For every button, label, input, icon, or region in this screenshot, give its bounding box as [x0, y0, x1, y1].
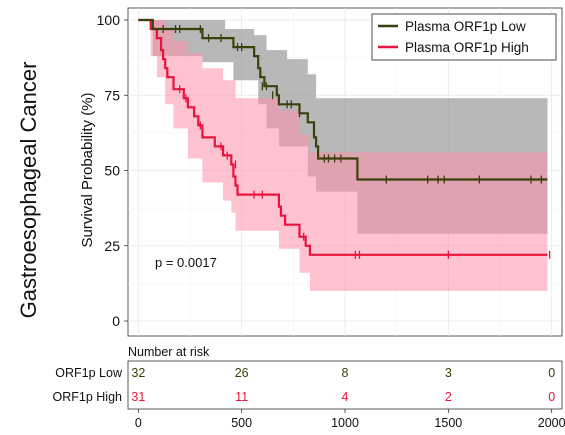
- y-tick-label-50: 50: [104, 163, 120, 179]
- y-tick-label-25: 25: [104, 238, 120, 254]
- y-tick-label-100: 100: [97, 12, 121, 28]
- risk-counts: 32 26 8 3 0 31 11 4 2 0: [131, 366, 555, 404]
- risk-count-low: 32: [131, 366, 145, 380]
- y-axis-ticks: 0 25 50 75 100: [97, 12, 128, 329]
- plot-panel: 0 25 50 75 100 p = 0.0017 Plasma ORF1p Low P…: [97, 7, 563, 337]
- row-label: Gastroesophageal Cancer: [16, 62, 41, 319]
- risk-count-high: 4: [342, 390, 349, 404]
- risk-count-low: 8: [342, 366, 349, 380]
- x-tick-label-1500: 1500: [434, 416, 462, 430]
- x-tick-label-0: 0: [135, 416, 142, 430]
- risk-count-high: 0: [548, 390, 555, 404]
- legend-box: [371, 13, 557, 61]
- y-axis-label: Survival Probability (%): [79, 92, 96, 247]
- survival-curve-high: [138, 18, 548, 256]
- legend-low-label: Plasma ORF1p Low: [405, 19, 526, 34]
- risk-row-label-high: ORF1p High: [53, 390, 123, 404]
- risk-count-high: 11: [235, 390, 248, 404]
- p-value-annotation: p = 0.0017: [155, 255, 217, 270]
- x-tick-label-500: 500: [231, 416, 252, 430]
- risk-count-low: 26: [235, 366, 249, 380]
- risk-count-high: 2: [445, 390, 452, 404]
- confidence-band-high: [138, 20, 548, 291]
- risk-count-high: 31: [131, 390, 145, 404]
- legend-high-label: Plasma ORF1p High: [405, 40, 529, 55]
- y-tick-label-0: 0: [112, 313, 120, 329]
- risk-row-label-low: ORF1p Low: [55, 366, 123, 380]
- x-axis-ticks: 0 500 1000 1500 2000: [135, 409, 565, 430]
- x-tick-label-2000: 2000: [538, 416, 565, 430]
- risk-count-low: 0: [548, 366, 555, 380]
- risk-count-low: 3: [445, 366, 452, 380]
- legend: Plasma ORF1p Low Plasma ORF1p High: [371, 13, 557, 61]
- survival-curves: [138, 18, 551, 259]
- y-tick-label-75: 75: [104, 87, 120, 103]
- survival-curve-low: [138, 18, 548, 181]
- risk-table-border: [127, 360, 563, 410]
- risk-table-title: Number at risk: [128, 345, 210, 359]
- x-tick-label-1000: 1000: [331, 416, 359, 430]
- risk-table: Number at risk ORF1p Low ORF1p High 32 26…: [53, 345, 565, 430]
